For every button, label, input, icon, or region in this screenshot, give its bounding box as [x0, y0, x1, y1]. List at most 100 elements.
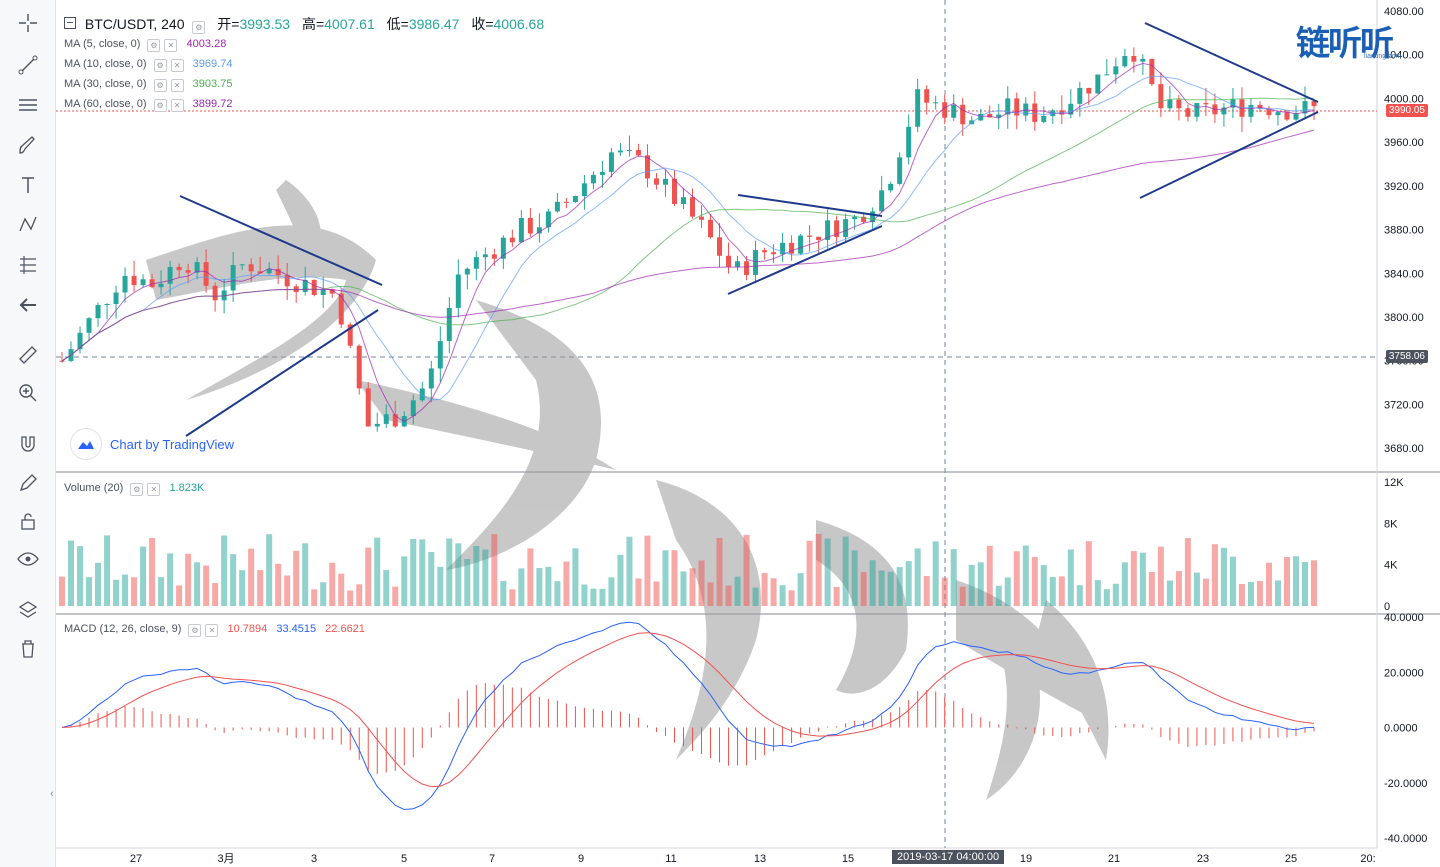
- collapse-icon[interactable]: [64, 17, 76, 29]
- chart-area[interactable]: 4080.00 4040.00 4000.00 3960.00 3920.00 3880.…: [50, 0, 1440, 867]
- volume-bar: [1022, 545, 1029, 606]
- zoom-in-icon[interactable]: [8, 378, 48, 408]
- volume-bar: [239, 570, 246, 606]
- candle-body: [545, 211, 551, 228]
- ma5-settings-icon[interactable]: ⚙: [147, 39, 161, 52]
- candle-body: [852, 216, 858, 220]
- candle-body: [987, 113, 993, 118]
- tradingview-badge-text[interactable]: Chart by TradingView: [110, 436, 235, 452]
- volume-remove-icon[interactable]: ✕: [147, 483, 161, 496]
- price-axis-tick: 3720.00: [1384, 399, 1424, 411]
- trend-line-tool-icon[interactable]: [8, 50, 48, 80]
- brush-tool-icon[interactable]: [8, 130, 48, 160]
- volume-pane[interactable]: [59, 533, 1317, 606]
- price-axis-tick: 3800.00: [1384, 312, 1424, 324]
- ruler-tool-icon[interactable]: [8, 340, 48, 370]
- macd-settings-icon[interactable]: ⚙: [188, 624, 202, 637]
- magnet-icon[interactable]: [8, 430, 48, 460]
- volume-axis-tick: 8K: [1384, 518, 1398, 530]
- eye-visibility-icon[interactable]: [8, 544, 48, 574]
- candle-body: [635, 150, 641, 156]
- ma5-legend[interactable]: MA (5, close, 0) ⚙ ✕ 4003.28: [64, 38, 226, 52]
- candle-body: [365, 388, 371, 427]
- lock-icon[interactable]: [8, 506, 48, 536]
- macd-remove-icon[interactable]: ✕: [205, 624, 219, 637]
- ma10-settings-icon[interactable]: ⚙: [153, 59, 167, 72]
- layers-icon[interactable]: [8, 595, 48, 625]
- chart-canvas[interactable]: 4080.00 4040.00 4000.00 3960.00 3920.00 3880.…: [56, 0, 1440, 867]
- ma5-remove-icon[interactable]: ✕: [164, 39, 178, 52]
- volume-bar: [1274, 580, 1281, 606]
- lock-drawing-pencil-icon[interactable]: [8, 468, 48, 498]
- volume-bar: [518, 568, 525, 606]
- candle-body: [608, 152, 614, 172]
- horizontal-lines-tool-icon[interactable]: [8, 90, 48, 120]
- back-arrow-icon[interactable]: [8, 290, 48, 320]
- volume-bar: [806, 540, 813, 606]
- volume-bar: [815, 533, 822, 606]
- volume-bar: [230, 554, 237, 606]
- candle-body: [1293, 113, 1299, 120]
- ma60-legend[interactable]: MA (60, close, 0) ⚙ ✕ 3899.72: [64, 98, 232, 112]
- volume-settings-icon[interactable]: ⚙: [130, 483, 144, 496]
- volume-bar: [221, 535, 228, 606]
- ma60-remove-icon[interactable]: ✕: [170, 99, 184, 112]
- trash-icon[interactable]: [8, 634, 48, 664]
- candle-body: [1140, 58, 1146, 62]
- volume-legend[interactable]: Volume (20) ⚙ ✕ 1.823K: [64, 482, 204, 496]
- candle-body: [518, 218, 524, 243]
- ma5-line: [61, 62, 1315, 422]
- volume-bar: [1193, 572, 1200, 606]
- price-pane[interactable]: [59, 47, 1317, 432]
- trendline-drawings[interactable]: [179, 22, 1319, 437]
- triangle-3-upper-line[interactable]: [1144, 22, 1319, 103]
- volume-bar: [365, 547, 372, 606]
- scroll-left-chevron-icon[interactable]: ‹: [50, 788, 54, 800]
- volume-bar: [833, 586, 840, 606]
- volume-bar: [1211, 544, 1218, 606]
- triangle-2-lower-line[interactable]: [727, 225, 883, 295]
- volume-bar: [923, 575, 930, 606]
- symbol-name: BTC/USDT: [84, 16, 154, 32]
- candle-body: [158, 283, 164, 288]
- ma30-value: 3903.75: [192, 78, 233, 90]
- volume-bar: [338, 573, 345, 606]
- volume-bar: [860, 571, 867, 606]
- prediction-tool-icon[interactable]: [8, 250, 48, 280]
- triangle-1-upper-line[interactable]: [179, 195, 383, 286]
- volume-bar: [356, 584, 363, 606]
- triangle-2-upper-line[interactable]: [737, 194, 883, 217]
- ma10-legend[interactable]: MA (10, close, 0) ⚙ ✕ 3969.74: [64, 58, 232, 72]
- volume-bar: [401, 556, 408, 606]
- text-tool-icon[interactable]: [8, 170, 48, 200]
- settings-icon[interactable]: ⚙: [192, 21, 206, 34]
- volume-bar: [581, 584, 588, 606]
- volume-bar: [680, 571, 687, 606]
- volume-axis-tick: 0: [1384, 601, 1390, 613]
- triangle-1-lower-line[interactable]: [185, 309, 379, 437]
- candle-body: [951, 104, 957, 118]
- candle-body: [347, 324, 353, 346]
- ma60-settings-icon[interactable]: ⚙: [153, 99, 167, 112]
- ma30-settings-icon[interactable]: ⚙: [153, 79, 167, 92]
- ma10-remove-icon[interactable]: ✕: [170, 59, 184, 72]
- time-axis-tick: 3月: [217, 853, 234, 865]
- close-label: 收=: [471, 16, 494, 32]
- macd-pane[interactable]: [61, 621, 1315, 811]
- volume-bar: [527, 548, 534, 606]
- candle-body: [410, 400, 416, 417]
- ma30-legend[interactable]: MA (30, close, 0) ⚙ ✕ 3903.75: [64, 78, 232, 92]
- crosshair-tool-icon[interactable]: [8, 8, 48, 38]
- volume-bar: [1256, 581, 1263, 606]
- candle-body: [338, 293, 344, 325]
- macd-hist-value: 10.7894: [227, 623, 268, 635]
- pattern-tool-icon[interactable]: [8, 210, 48, 240]
- volume-bar: [1085, 541, 1092, 606]
- macd-legend[interactable]: MACD (12, 26, close, 9) ⚙ ✕ 10.7894 33.45…: [64, 623, 365, 637]
- ma30-remove-icon[interactable]: ✕: [170, 79, 184, 92]
- candle-body: [581, 183, 587, 197]
- tradingview-badge[interactable]: Chart by TradingView: [70, 428, 234, 460]
- volume-bar: [131, 577, 138, 606]
- candle-body: [843, 219, 849, 238]
- triangle-3-lower-line[interactable]: [1139, 111, 1319, 199]
